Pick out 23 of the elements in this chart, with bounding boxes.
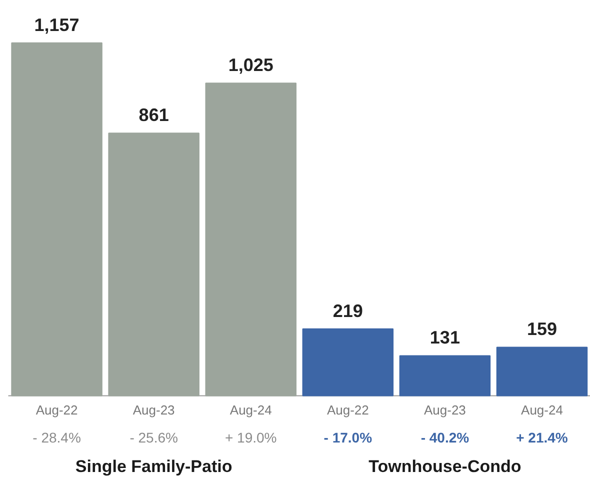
x-tick-label: Aug-22 [36,402,78,418]
bar [302,328,394,396]
x-tick-label: Aug-24 [230,402,272,418]
data-label: 159 [526,319,558,340]
x-tick-label: Aug-23 [132,402,175,418]
text: - 25.6% [130,429,178,446]
bar [399,355,491,396]
text: - 40.2% [420,429,470,446]
x-tick-label: Aug-23 [424,402,466,418]
data-label: 1,157 [34,14,80,35]
text: Townhouse-Condo [368,456,522,476]
x-tick-label: Aug-22 [326,402,369,418]
data-label: 131 [430,328,460,348]
x-tick-label: Aug-24 [521,402,563,418]
text: - 28.4% [32,429,81,446]
data-label: 1,025 [228,55,274,76]
data-label: 219 [332,300,363,321]
text: + 19.0% [224,429,277,446]
text: - 17.0% [324,429,373,446]
data-label: 861 [138,105,169,126]
text: Single Family-Patio [75,456,232,476]
bar [496,346,588,396]
text: + 21.4% [516,429,568,446]
